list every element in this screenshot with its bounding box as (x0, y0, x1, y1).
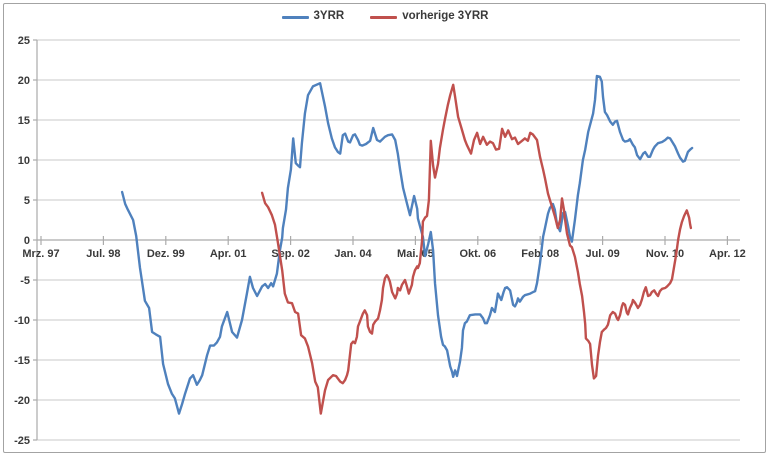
y-tick-label: 15 (18, 115, 30, 127)
y-tick-label: 25 (18, 35, 30, 47)
y-tick-label: 0 (24, 235, 30, 247)
series-line-vorherige-3yrr[interactable] (260, 83, 693, 415)
x-tick-label: Mrz. 97 (22, 248, 59, 260)
legend-label-3yrr: 3YRR (313, 10, 345, 23)
legend-item-vorherige-3yrr[interactable]: vorherige 3YRR (370, 11, 488, 23)
y-tick-label: 5 (24, 195, 30, 207)
y-tick-label: -5 (20, 275, 30, 287)
chart-legend: 3YRR vorherige 3YRR (0, 8, 770, 26)
legend-label-vorherige-3yrr: vorherige 3YRR (402, 10, 489, 23)
series-line-3yrr[interactable] (120, 74, 694, 415)
legend-line-swatch-blue (281, 15, 309, 19)
x-tick-label: Apr. 01 (210, 248, 247, 260)
x-tick-label: Mai. 05 (397, 248, 434, 260)
x-tick-label: Apr. 12 (709, 248, 746, 260)
legend-line-swatch-red (370, 15, 398, 19)
x-tick-label: Jul. 98 (86, 248, 120, 260)
y-tick-label: -20 (14, 395, 30, 407)
x-tick-label: Dez. 99 (147, 248, 185, 260)
x-tick-label: Nov. 10 (646, 248, 684, 260)
y-tick-label: -15 (14, 355, 30, 367)
y-tick-label: -25 (14, 435, 30, 447)
y-tick-label: 10 (18, 155, 30, 167)
y-tick-label: -10 (14, 315, 30, 327)
x-tick-label: Okt. 06 (459, 248, 496, 260)
x-tick-label: Jan. 04 (334, 248, 372, 260)
legend-item-3yrr[interactable]: 3YRR (281, 10, 345, 23)
x-tick-label: Jul. 09 (585, 248, 619, 260)
x-tick-label: Sep. 02 (271, 248, 310, 260)
y-tick-label: 20 (18, 75, 30, 87)
